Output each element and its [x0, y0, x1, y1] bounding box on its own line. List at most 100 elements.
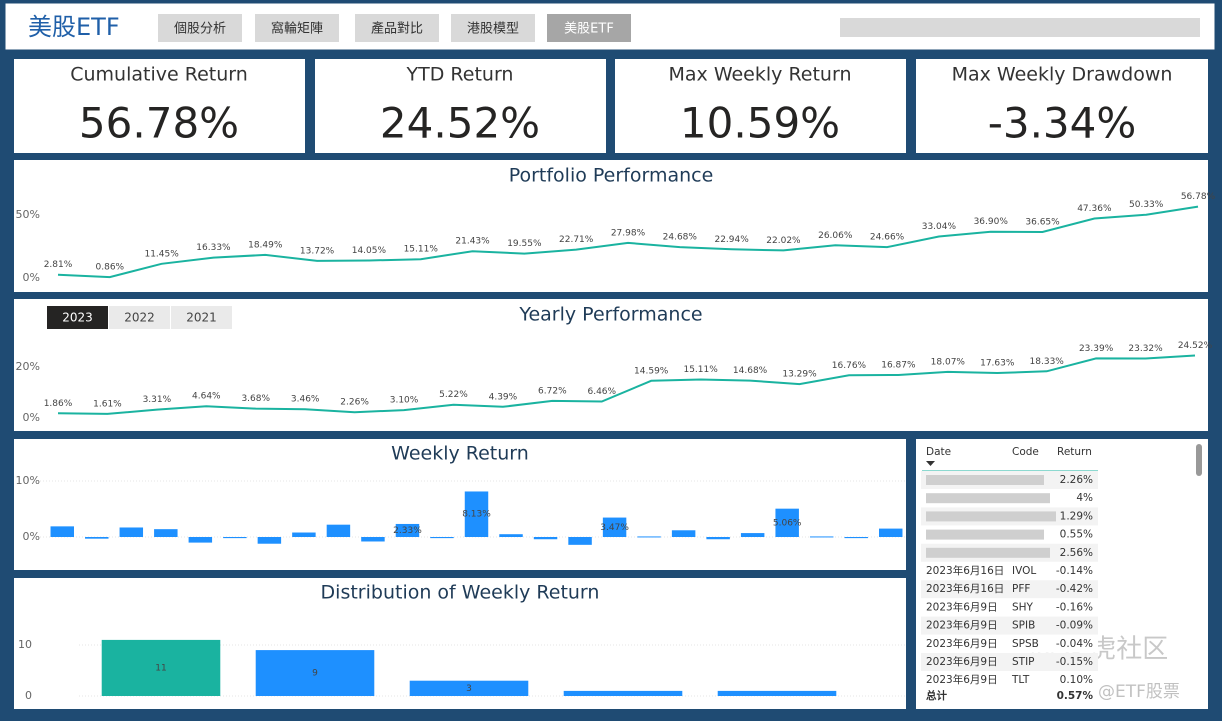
bar [464, 491, 489, 537]
cell-return: -0.04% [1056, 638, 1093, 650]
kpi-label: Cumulative Return [70, 64, 248, 86]
data-label: 56.78% [1181, 192, 1216, 202]
redacted [926, 475, 1044, 485]
data-label: 3.68% [241, 394, 270, 404]
data-label: 18.33% [1030, 357, 1065, 367]
data-label: 26.06% [818, 231, 853, 241]
data-label: 18.49% [248, 240, 283, 250]
cell-return: 0.10% [1060, 674, 1093, 686]
scrollbar[interactable] [1196, 444, 1202, 476]
year-button[interactable] [109, 306, 170, 329]
bar [499, 534, 523, 537]
bar [740, 533, 765, 537]
data-label: 22.71% [559, 235, 594, 245]
y-tick-label: 0 [25, 689, 32, 702]
year-button[interactable] [47, 306, 108, 329]
cell-date: 2023年6月9日 [926, 619, 998, 632]
tab-label[interactable]: 個股分析 [174, 22, 226, 37]
bar [188, 537, 213, 543]
tab-label[interactable]: 窩輪矩陣 [271, 21, 323, 37]
tab-label[interactable]: 港股模型 [467, 22, 519, 37]
tab[interactable] [255, 14, 339, 42]
data-label: 21.43% [455, 237, 490, 247]
bar [637, 536, 661, 538]
cell-code: SPSB [1012, 638, 1039, 650]
bar [717, 690, 837, 696]
panel [14, 439, 906, 570]
year-button[interactable] [171, 306, 232, 329]
kpi-label: YTD Return [406, 64, 514, 86]
row-bg [921, 653, 1098, 671]
data-label: 3 [466, 684, 472, 694]
data-label: 3.31% [143, 395, 172, 405]
sort-icon[interactable] [926, 461, 935, 466]
data-label: 24.66% [870, 233, 905, 243]
tab[interactable] [547, 14, 631, 42]
cell-return: 1.29% [1060, 510, 1093, 522]
cell-date: 2023年6月16日 [926, 582, 1004, 595]
data-label: 16.87% [881, 360, 916, 370]
cell-return: -0.14% [1056, 565, 1093, 577]
cell-code: IVOL [1012, 565, 1036, 577]
data-label: 24.52% [1178, 341, 1213, 351]
kpi-card [615, 59, 906, 153]
y-tick-label: 0% [23, 271, 40, 284]
year-button-label[interactable]: 2023 [62, 311, 93, 325]
tab-label[interactable]: 產品對比 [371, 21, 423, 37]
data-label: 18.07% [931, 357, 966, 367]
data-label: 13.29% [782, 370, 817, 380]
chart-title: Weekly Return [391, 443, 529, 465]
y-tick-label: 10 [18, 638, 32, 651]
data-label: 11 [155, 663, 166, 673]
data-label: 1.86% [44, 399, 73, 409]
data-label: 14.68% [733, 366, 768, 376]
bar [119, 527, 144, 537]
tab[interactable] [158, 14, 242, 42]
data-label: 23.32% [1128, 344, 1163, 354]
bar [809, 536, 834, 538]
bar [292, 532, 316, 537]
line [57, 354, 1196, 415]
data-label: 5.22% [439, 390, 468, 400]
data-label: 9 [312, 669, 318, 679]
chart-title: Yearly Performance [518, 304, 702, 326]
bar [602, 517, 627, 537]
kpi-label: Max Weekly Drawdown [952, 64, 1173, 86]
bar [361, 537, 385, 542]
data-label: 13.72% [300, 246, 335, 256]
kpi-value: 24.52% [380, 99, 540, 148]
search-box[interactable] [840, 18, 1200, 37]
cell-date: 2023年6月9日 [926, 600, 998, 613]
cell-code: TLT [1011, 674, 1030, 686]
data-label: 6.72% [538, 386, 567, 396]
kpi-value: 56.78% [79, 99, 239, 148]
y-tick-label: 50% [16, 208, 40, 221]
data-label: 14.59% [634, 366, 669, 376]
year-button-label[interactable]: 2021 [186, 311, 217, 325]
redacted [926, 511, 1056, 522]
cell-return: -0.15% [1056, 656, 1093, 668]
cell-return: -0.16% [1056, 601, 1093, 613]
redacted [926, 493, 1050, 504]
column-header[interactable]: Code [1012, 446, 1039, 458]
data-label: 14.05% [352, 246, 387, 256]
data-label: 22.94% [714, 235, 749, 245]
cell-date: 2023年6月9日 [926, 673, 998, 686]
bar [430, 537, 454, 539]
bar [844, 537, 868, 539]
kpi-card [14, 59, 305, 153]
data-label: 2.26% [340, 398, 369, 408]
data-label: 17.63% [980, 359, 1015, 369]
cell-date: 2023年6月9日 [926, 655, 998, 668]
data-label: 50.33% [1129, 200, 1164, 210]
year-button-label[interactable]: 2022 [124, 311, 155, 325]
column-header[interactable]: Date [926, 446, 951, 458]
tab-label[interactable]: 美股ETF [564, 22, 614, 37]
y-tick-label: 0% [23, 411, 40, 424]
cell-date: 2023年6月9日 [926, 637, 998, 650]
bar [223, 537, 247, 539]
tab[interactable] [355, 14, 439, 42]
column-header[interactable]: Return [1057, 446, 1092, 458]
tab[interactable] [451, 14, 535, 42]
bar [671, 530, 696, 537]
